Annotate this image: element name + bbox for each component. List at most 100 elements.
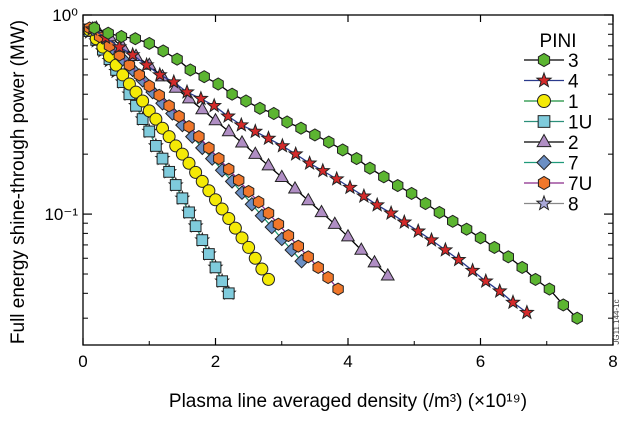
series-layer xyxy=(83,20,583,325)
data-point xyxy=(149,140,162,152)
data-point xyxy=(332,282,344,296)
data-point xyxy=(367,254,382,268)
data-point xyxy=(226,87,238,101)
data-point xyxy=(143,79,155,93)
data-point xyxy=(198,70,210,84)
data-point xyxy=(287,145,304,161)
data-point xyxy=(268,106,280,121)
data-point xyxy=(571,311,583,325)
data-point xyxy=(163,99,175,113)
data-point xyxy=(195,174,209,188)
data-point xyxy=(282,229,295,243)
data-point xyxy=(176,192,189,205)
data-point xyxy=(272,217,285,231)
legend-marker xyxy=(537,94,551,108)
data-point xyxy=(202,248,215,260)
data-point xyxy=(234,134,250,148)
data-point xyxy=(529,272,542,286)
data-point xyxy=(405,186,418,200)
data-point xyxy=(156,152,169,165)
data-point xyxy=(202,184,216,198)
data-point xyxy=(206,97,223,113)
data-point xyxy=(364,161,376,175)
data-point xyxy=(380,267,395,281)
data-point xyxy=(342,179,358,195)
data-point xyxy=(274,169,289,182)
data-point xyxy=(281,115,293,129)
data-point xyxy=(133,68,145,82)
data-point xyxy=(215,202,229,216)
data-point xyxy=(543,282,556,296)
data-point xyxy=(355,187,372,203)
legend-marker xyxy=(537,115,551,128)
data-point xyxy=(419,196,432,211)
data-point xyxy=(149,112,163,126)
series-1 xyxy=(83,23,275,286)
legend-marker xyxy=(536,154,552,171)
data-point xyxy=(505,294,521,310)
legend-marker xyxy=(535,194,553,211)
data-point xyxy=(254,101,266,115)
data-point xyxy=(212,77,224,91)
data-point xyxy=(171,52,183,66)
data-point xyxy=(337,143,349,157)
data-point xyxy=(242,184,255,198)
plot-frame xyxy=(82,14,614,346)
x-tick-label: 2 xyxy=(211,352,220,371)
data-point xyxy=(491,282,508,298)
x-tick-label: 0 xyxy=(78,352,87,371)
data-point xyxy=(262,206,275,220)
data-point xyxy=(423,231,440,247)
axis-ticks: 0 2 4 6 8 10⁻¹ 10⁰ xyxy=(44,6,617,371)
data-point xyxy=(222,212,236,226)
y-tick-label: 10⁰ xyxy=(52,6,78,25)
x-tick-label: 8 xyxy=(608,352,617,371)
data-point xyxy=(327,216,342,229)
data-point xyxy=(165,73,182,89)
data-point xyxy=(189,220,202,233)
data-point xyxy=(216,275,229,288)
data-point xyxy=(516,260,528,274)
data-point xyxy=(123,58,136,72)
data-point xyxy=(220,107,236,123)
data-point xyxy=(378,170,390,184)
data-point xyxy=(488,240,501,254)
data-point xyxy=(354,242,369,255)
legend-label: 7U xyxy=(568,174,592,195)
data-point xyxy=(287,180,303,194)
legend-label: 1 xyxy=(568,92,579,113)
data-point xyxy=(184,63,196,77)
x-axis-label: Plasma line averaged density (/m³) (×10¹… xyxy=(169,391,527,412)
y-tick-label: 10⁻¹ xyxy=(44,205,78,224)
data-point xyxy=(464,262,481,278)
data-point xyxy=(302,250,314,264)
data-point xyxy=(162,130,176,144)
data-point xyxy=(383,204,399,220)
data-point xyxy=(116,68,130,82)
series-3 xyxy=(88,21,583,325)
series-4 xyxy=(84,20,535,320)
data-point xyxy=(235,231,249,245)
legend-marker xyxy=(537,52,551,68)
figure-id: JG11.144-1c xyxy=(612,299,620,344)
data-point xyxy=(175,147,189,161)
data-point xyxy=(88,21,100,35)
legend-label: 2 xyxy=(568,133,579,154)
data-point xyxy=(312,260,324,274)
data-point xyxy=(350,152,363,166)
data-point xyxy=(433,205,446,219)
data-point xyxy=(228,221,242,235)
data-point xyxy=(183,206,195,219)
data-point xyxy=(450,251,467,267)
data-point xyxy=(447,214,459,228)
data-point xyxy=(223,162,235,176)
data-point xyxy=(136,94,150,108)
data-point xyxy=(474,231,487,245)
data-point xyxy=(396,213,413,229)
data-point xyxy=(183,120,195,134)
data-point xyxy=(369,196,386,212)
data-point xyxy=(260,130,277,146)
legend-label: 1U xyxy=(568,113,592,134)
data-point xyxy=(173,109,185,123)
data-point xyxy=(301,154,318,170)
